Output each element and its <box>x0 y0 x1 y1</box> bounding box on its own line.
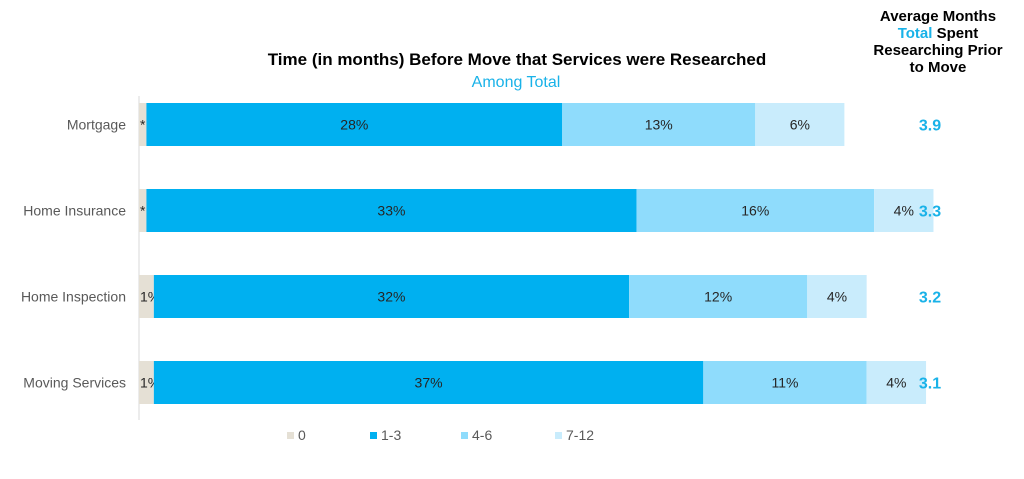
side-header-line2-rest: Spent <box>932 25 979 42</box>
data-label: 6% <box>790 117 810 133</box>
category-label: Moving Services <box>23 375 126 391</box>
bar-segment-0 <box>139 275 154 318</box>
legend-swatch-1-3 <box>370 432 377 439</box>
bar-segment-0 <box>139 361 154 404</box>
bar-segment-7-12 <box>807 275 867 318</box>
bar-segment-1-3 <box>146 103 563 146</box>
average-months-value: 3.3 <box>919 204 941 221</box>
data-label: 28% <box>340 117 368 133</box>
data-label: 4% <box>827 289 847 305</box>
bar-segment-0 <box>139 189 147 232</box>
side-header-line1: Average Months <box>879 8 997 25</box>
side-header-accent: Total <box>897 25 933 42</box>
data-label: 4% <box>894 203 914 219</box>
legend-label: 1-3 <box>381 427 401 443</box>
data-label: 37% <box>415 375 443 391</box>
legend-label: 0 <box>298 427 306 443</box>
bar-segment-4-6 <box>562 103 756 146</box>
bar-segment-1-3 <box>153 361 704 404</box>
category-label: Home Insurance <box>23 203 126 219</box>
bar-segment-7-12 <box>755 103 845 146</box>
legend-swatch-4-6 <box>461 432 468 439</box>
category-label: Mortgage <box>67 117 126 133</box>
side-header-line2: Total Spent <box>858 25 1018 42</box>
bar-segment-4-6 <box>703 361 867 404</box>
average-months-value: 3.1 <box>919 376 941 393</box>
data-label: 33% <box>377 203 405 219</box>
data-label: * <box>140 117 146 133</box>
side-column-header: Average Months Total Spent Researching P… <box>858 8 1018 76</box>
bar-segment-7-12 <box>874 189 934 232</box>
data-label: * <box>140 203 146 219</box>
data-label: 32% <box>377 289 405 305</box>
bar-segment-1-3 <box>153 275 630 318</box>
legend-swatch-0 <box>287 432 294 439</box>
average-months-value: 3.9 <box>919 118 941 135</box>
bar-segment-7-12 <box>866 361 927 404</box>
data-label: 13% <box>645 117 673 133</box>
average-months-value: 3.2 <box>919 290 941 307</box>
chart-subtitle: Among Total <box>471 74 561 91</box>
category-label: Home Inspection <box>21 289 126 305</box>
side-header-line3: Researching Prior <box>873 42 1003 59</box>
data-label: 11% <box>771 375 798 391</box>
data-label: 4% <box>886 375 906 391</box>
legend-swatch-7-12 <box>555 432 562 439</box>
data-label: 16% <box>741 203 769 219</box>
bar-segment-1-3 <box>146 189 637 232</box>
side-header-line4: to Move <box>909 59 967 76</box>
bar-segment-4-6 <box>629 275 808 318</box>
legend-label: 4-6 <box>472 427 492 443</box>
bar-segment-0 <box>139 103 147 146</box>
bar-segment-4-6 <box>636 189 875 232</box>
data-label: 12% <box>704 289 732 305</box>
legend-label: 7-12 <box>566 427 594 443</box>
chart-title: Time (in months) Before Move that Servic… <box>267 50 767 69</box>
